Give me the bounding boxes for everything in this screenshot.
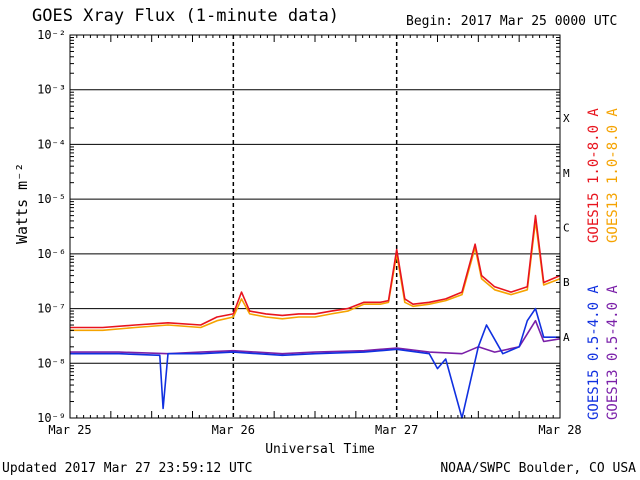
begin-timestamp: Begin: 2017 Mar 25 0000 UTC	[406, 14, 618, 29]
x-tick-label: Mar 25	[48, 423, 91, 437]
legend-entry: GOES13 1.0-8.0 A	[605, 108, 621, 243]
y-tick-label: 10⁻⁴	[37, 137, 66, 151]
flare-class-label: X	[563, 112, 570, 125]
flare-class-label: A	[563, 331, 570, 344]
y-tick-label: 10⁻²	[37, 28, 66, 42]
legend-entry: GOES15 0.5-4.0 A	[586, 285, 602, 420]
y-tick-label: 10⁻⁷	[37, 302, 66, 316]
series-line	[70, 319, 561, 355]
series-layer	[70, 214, 561, 419]
series-line	[70, 220, 561, 332]
y-tick-label: 10⁻⁹	[37, 411, 66, 425]
x-tick-label: Mar 26	[212, 423, 255, 437]
x-tick-label: Mar 27	[375, 423, 418, 437]
grid-layer	[70, 35, 560, 418]
y-tick-label: 10⁻⁸	[37, 356, 66, 370]
updated-timestamp: Updated 2017 Mar 27 23:59:12 UTC	[2, 461, 253, 476]
y-tick-label: 10⁻⁶	[37, 247, 66, 261]
x-axis-label: Universal Time	[265, 442, 375, 457]
flare-class-label: C	[563, 222, 570, 235]
y-tick-label: 10⁻⁵	[37, 192, 66, 206]
flare-class-label: M	[563, 167, 570, 180]
credit-text: NOAA/SWPC Boulder, CO USA	[440, 461, 636, 476]
y-tick-label: 10⁻³	[37, 83, 66, 97]
legend-layer: GOES15 1.0-8.0 A GOES13 1.0-8.0 A GOES15 0…	[586, 108, 621, 420]
series-line	[70, 307, 560, 419]
series-line	[70, 214, 561, 329]
legend-entry: GOES13 0.5-4.0 A	[605, 285, 621, 420]
flare-class-label: B	[563, 276, 570, 289]
legend-entry: GOES15 1.0-8.0 A	[586, 108, 602, 243]
chart-title: GOES Xray Flux (1-minute data)	[32, 6, 340, 26]
x-tick-label: Mar 28	[538, 423, 581, 437]
tick-layer: 10⁻⁹ 10⁻⁸ 10⁻⁷ 10⁻⁶ 10⁻⁵ 10⁻⁴ 10⁻³ 10⁻² Mar 25 Ma…	[37, 28, 582, 437]
plot-frame	[69, 34, 561, 419]
